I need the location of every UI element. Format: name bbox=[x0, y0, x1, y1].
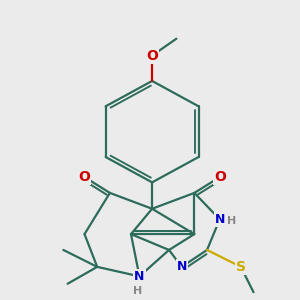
Text: O: O bbox=[146, 49, 158, 63]
Text: H: H bbox=[133, 286, 142, 296]
Text: N: N bbox=[134, 270, 145, 283]
Text: N: N bbox=[214, 213, 225, 226]
Text: N: N bbox=[176, 260, 187, 273]
Text: S: S bbox=[236, 260, 246, 274]
Text: O: O bbox=[214, 170, 226, 184]
Text: O: O bbox=[79, 170, 91, 184]
Text: H: H bbox=[227, 216, 236, 226]
